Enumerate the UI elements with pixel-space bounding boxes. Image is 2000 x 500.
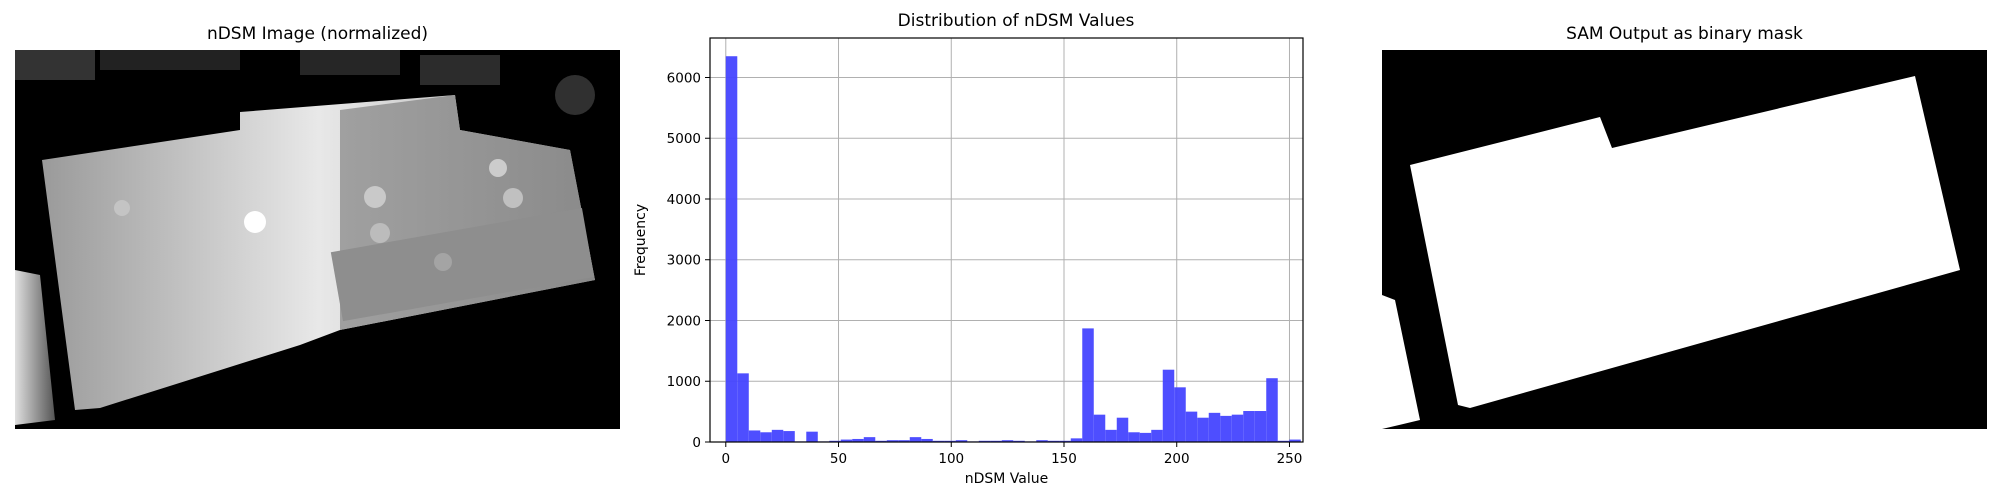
histogram-bar bbox=[932, 440, 945, 442]
histogram-bar bbox=[1289, 439, 1301, 442]
histogram-bar bbox=[944, 440, 956, 442]
histogram-bar bbox=[1128, 432, 1140, 442]
histogram-bar bbox=[1220, 415, 1232, 442]
histogram-bar bbox=[863, 437, 876, 442]
histogram-bar bbox=[1093, 414, 1106, 442]
x-axis-ticks: 0 50 100 150 200 250 bbox=[721, 442, 1302, 467]
ndsm-image bbox=[15, 50, 620, 429]
x-tick-label: 200 bbox=[1164, 451, 1190, 467]
binary-mask-image bbox=[1382, 50, 1987, 429]
right-panel-title: SAM Output as binary mask bbox=[1566, 24, 1803, 44]
chart-title: Distribution of nDSM Values bbox=[897, 11, 1135, 31]
histogram-bar bbox=[886, 440, 899, 442]
histogram-bar bbox=[1013, 440, 1025, 442]
histogram-bar bbox=[1208, 412, 1221, 442]
histogram-bar bbox=[1001, 440, 1014, 442]
x-axis-label: nDSM Value bbox=[965, 471, 1049, 487]
histogram-bar bbox=[748, 430, 761, 442]
x-tick-label: 50 bbox=[830, 451, 847, 467]
x-tick-label: 250 bbox=[1277, 451, 1303, 467]
histogram-bar bbox=[955, 440, 968, 442]
histogram-bars bbox=[725, 56, 1301, 443]
histogram-bar bbox=[771, 429, 784, 442]
chart-grid bbox=[710, 38, 1303, 443]
histogram-bar bbox=[909, 437, 922, 442]
histogram-bar bbox=[1277, 440, 1290, 442]
histogram-bar bbox=[1070, 438, 1083, 442]
histogram-bar bbox=[1162, 369, 1175, 442]
histogram-bar bbox=[978, 440, 991, 442]
histogram-bar bbox=[1082, 328, 1094, 442]
left-neighbor-building bbox=[15, 270, 55, 425]
y-tick-label: 2000 bbox=[667, 313, 701, 329]
histogram-bar bbox=[1036, 440, 1048, 442]
x-tick-label: 150 bbox=[1051, 451, 1077, 467]
mask-building-region bbox=[1410, 76, 1960, 408]
histogram-bar bbox=[1254, 411, 1267, 442]
histogram-bar bbox=[806, 431, 818, 442]
histogram-bar bbox=[1174, 387, 1186, 442]
left-panel-title: nDSM Image (normalized) bbox=[206, 24, 429, 44]
y-tick-label: 6000 bbox=[667, 70, 701, 86]
histogram-bar bbox=[1151, 429, 1163, 442]
histogram-bar bbox=[737, 373, 749, 442]
axes-frame bbox=[709, 37, 1304, 443]
histogram-bar bbox=[1116, 417, 1129, 442]
y-tick-label: 5000 bbox=[667, 131, 701, 147]
x-tick-label: 0 bbox=[721, 451, 730, 467]
histogram-bar bbox=[875, 440, 887, 442]
histogram-bar bbox=[1197, 417, 1209, 442]
histogram-chart: 0 50 100 150 200 250 0 1000 2000 3000 4000 5000 600… bbox=[633, 37, 1304, 487]
histogram-bar bbox=[921, 438, 933, 442]
y-tick-label: 1000 bbox=[667, 374, 701, 390]
histogram-bar bbox=[1243, 411, 1255, 442]
y-axis-ticks: 0 1000 2000 3000 4000 5000 6000 bbox=[667, 70, 710, 451]
histogram-bar bbox=[1059, 440, 1071, 442]
histogram-bar bbox=[1266, 378, 1278, 442]
histogram-bar bbox=[760, 432, 772, 442]
histogram-bar bbox=[898, 440, 910, 442]
histogram-bar bbox=[783, 431, 795, 442]
histogram-bar bbox=[1231, 414, 1244, 442]
y-tick-label: 4000 bbox=[667, 192, 701, 208]
histogram-bar bbox=[1047, 440, 1060, 442]
y-tick-label: 0 bbox=[692, 435, 701, 451]
histogram-bar bbox=[1185, 411, 1198, 442]
y-tick-label: 3000 bbox=[667, 253, 701, 269]
histogram-bar bbox=[1105, 429, 1117, 442]
histogram-bar bbox=[725, 56, 738, 443]
histogram-bar bbox=[829, 440, 841, 442]
x-tick-label: 100 bbox=[938, 451, 964, 467]
histogram-bar bbox=[852, 438, 864, 442]
histogram-bar bbox=[840, 439, 853, 442]
y-axis-label: Frequency bbox=[633, 204, 649, 276]
histogram-bar bbox=[1139, 432, 1152, 442]
histogram-bar bbox=[990, 440, 1002, 442]
